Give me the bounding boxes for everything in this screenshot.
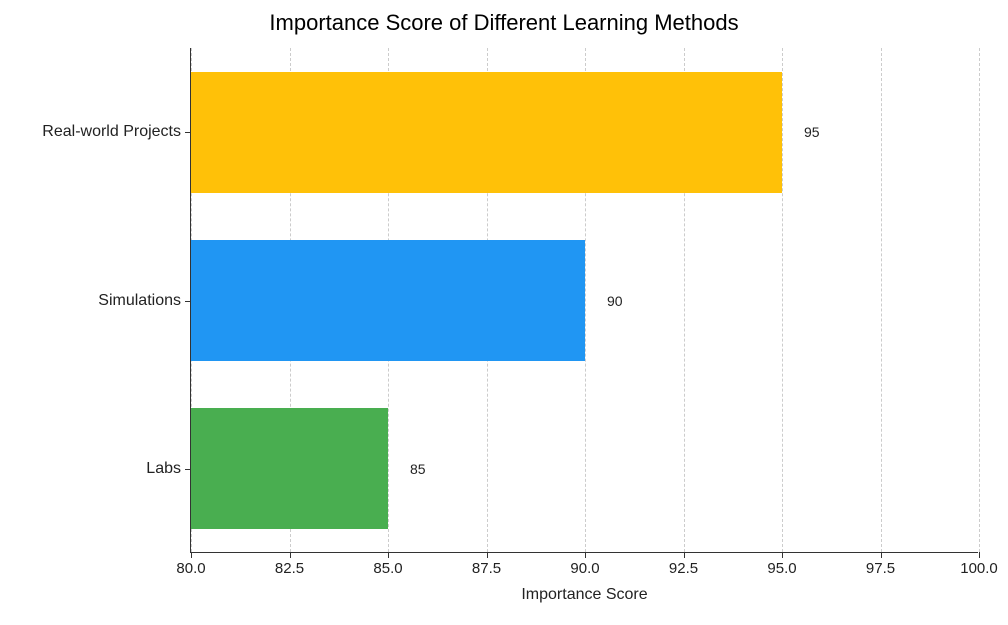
x-tick-mark <box>782 552 783 558</box>
x-tick-label: 92.5 <box>669 560 698 577</box>
x-axis-label: Importance Score <box>521 586 647 604</box>
chart-title: Importance Score of Different Learning M… <box>0 10 1008 36</box>
bar-value-label: 85 <box>410 461 426 477</box>
x-tick-label: 85.0 <box>373 560 402 577</box>
x-tick-mark <box>388 552 389 558</box>
y-tick-mark <box>185 469 191 470</box>
x-tick-label: 90.0 <box>570 560 599 577</box>
x-tick-label: 80.0 <box>176 560 205 577</box>
bar-value-label: 90 <box>607 293 623 309</box>
grid-line <box>782 48 783 552</box>
bar <box>191 408 388 529</box>
bar <box>191 240 585 361</box>
x-tick-label: 87.5 <box>472 560 501 577</box>
y-tick-mark <box>185 301 191 302</box>
bar <box>191 72 782 193</box>
grid-line <box>979 48 980 552</box>
x-tick-mark <box>487 552 488 558</box>
chart-container: Importance Score of Different Learning M… <box>0 0 1008 625</box>
y-tick-label: Labs <box>146 460 181 478</box>
x-tick-label: 100.0 <box>960 560 998 577</box>
x-tick-mark <box>979 552 980 558</box>
y-tick-label: Real-world Projects <box>42 123 181 141</box>
x-tick-label: 82.5 <box>275 560 304 577</box>
x-tick-label: 97.5 <box>866 560 895 577</box>
plot-area: 80.082.585.087.590.092.595.097.5100.0Imp… <box>190 48 978 553</box>
x-tick-mark <box>191 552 192 558</box>
bar-value-label: 95 <box>804 124 820 140</box>
x-tick-mark <box>585 552 586 558</box>
y-tick-label: Simulations <box>98 292 181 310</box>
x-tick-mark <box>290 552 291 558</box>
x-tick-label: 95.0 <box>767 560 796 577</box>
grid-line <box>881 48 882 552</box>
y-tick-mark <box>185 132 191 133</box>
x-tick-mark <box>684 552 685 558</box>
x-tick-mark <box>881 552 882 558</box>
